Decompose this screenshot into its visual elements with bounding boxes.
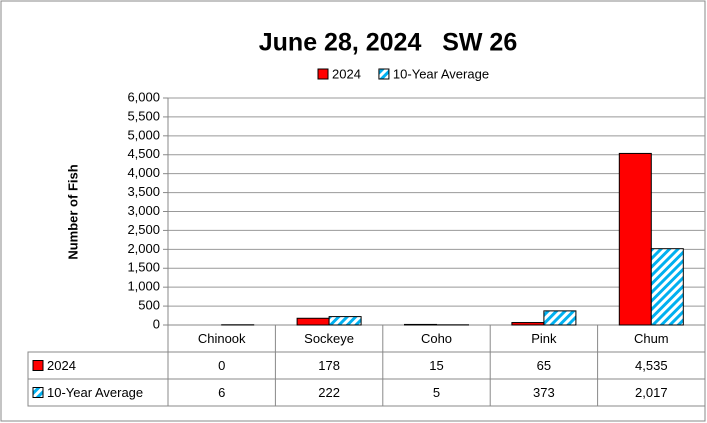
bar xyxy=(296,317,330,326)
y-tick-label: 3,500 xyxy=(127,184,160,199)
x-tick-label: Chum xyxy=(634,331,669,346)
legend-label: 2024 xyxy=(332,66,361,81)
x-tick-label: Coho xyxy=(421,331,452,346)
x-tick-label: Chinook xyxy=(198,331,246,346)
table-legend-key xyxy=(32,360,44,371)
y-tick-label: 1,000 xyxy=(127,279,160,294)
y-tick-label: 500 xyxy=(138,298,160,313)
y-tick-label: 2,500 xyxy=(127,222,160,237)
y-tick-label: 3,000 xyxy=(127,203,160,218)
x-tick-label: Sockeye xyxy=(304,331,354,346)
table-value: 2,017 xyxy=(635,385,668,400)
bar xyxy=(404,323,437,326)
y-tick-label: 1,500 xyxy=(127,260,160,275)
y-tick-label: 5,000 xyxy=(127,127,160,142)
table-row-label: 2024 xyxy=(47,358,76,373)
y-tick-label: 6,000 xyxy=(127,89,160,104)
chart-title: June 28, 2024 SW 26 xyxy=(259,29,517,57)
y-axis-title: Number of Fish xyxy=(65,164,80,259)
y-tick-label: 4,500 xyxy=(127,146,160,161)
table-value: 373 xyxy=(533,385,555,400)
table-value: 4,535 xyxy=(635,358,668,373)
y-tick-label: 4,000 xyxy=(127,165,160,180)
bar xyxy=(328,316,362,326)
bar xyxy=(543,310,577,326)
table-value: 178 xyxy=(318,358,340,373)
bar xyxy=(511,322,545,326)
legend-key xyxy=(317,68,329,80)
y-tick-label: 5,500 xyxy=(127,108,160,123)
legend-label: 10-Year Average xyxy=(393,66,489,81)
bar xyxy=(618,152,652,326)
table-value: 5 xyxy=(433,385,440,400)
table-value: 15 xyxy=(429,358,443,373)
legend-key xyxy=(378,68,390,80)
bar xyxy=(650,248,684,326)
table-value: 222 xyxy=(318,385,340,400)
table-row-label: 10-Year Average xyxy=(47,385,143,400)
x-tick-label: Pink xyxy=(531,331,557,346)
table-value: 6 xyxy=(218,385,225,400)
table-legend-key xyxy=(32,387,44,398)
table-value: 65 xyxy=(537,358,551,373)
y-tick-label: 2,000 xyxy=(127,241,160,256)
y-tick-label: 0 xyxy=(153,316,160,331)
table-value: 0 xyxy=(218,358,225,373)
